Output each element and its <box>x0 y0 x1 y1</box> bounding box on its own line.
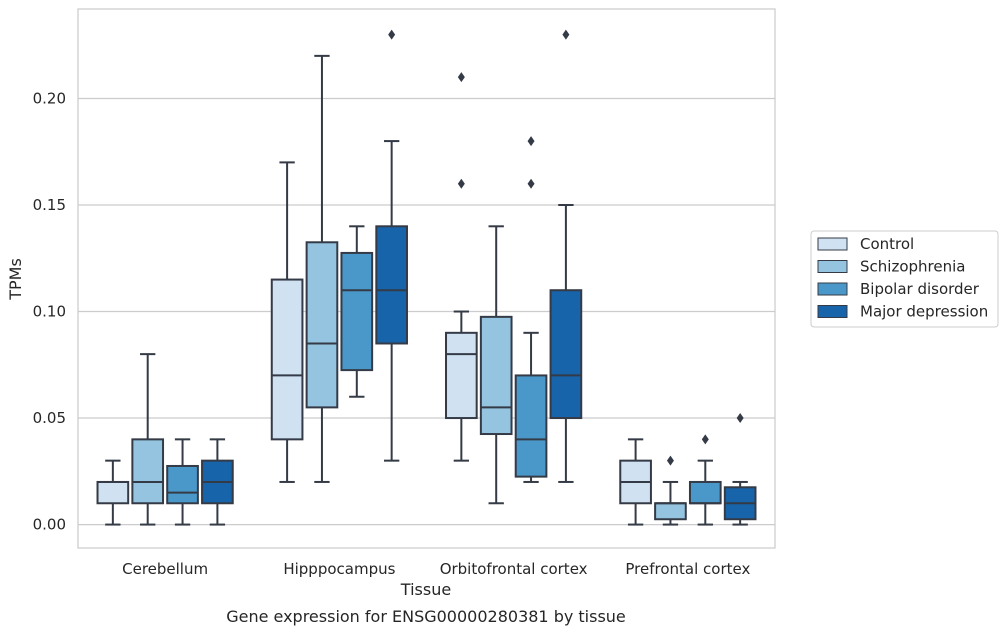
legend-swatch <box>817 260 848 273</box>
box <box>96 480 130 505</box>
box-group <box>375 29 408 462</box>
y-tick-label: 0.00 <box>33 516 66 534</box>
y-tick-labels: 0.00 0.05 0.10 0.15 0.20 <box>33 89 66 533</box>
outlier-point <box>457 178 465 189</box>
plot-frame <box>77 8 776 549</box>
legend-swatch <box>817 237 848 251</box>
box-group <box>131 353 165 526</box>
box-group <box>201 438 234 526</box>
box-group <box>270 161 304 483</box>
box-group <box>549 29 583 483</box>
box-group <box>723 413 757 526</box>
x-tick-labels: Cerebellum Hipppocampus Orbitofrontal cort… <box>122 560 750 578</box>
box <box>166 464 199 505</box>
legend-swatch <box>817 305 848 318</box>
outlier-point <box>527 178 535 189</box>
y-tick-label: 0.15 <box>33 196 66 214</box>
box <box>131 438 165 505</box>
legend-label: Bipolar disorder <box>860 280 980 298</box>
series-major-depression <box>201 29 757 526</box>
outlier-point <box>701 434 709 445</box>
box <box>375 225 408 345</box>
y-axis-label: TPMs <box>6 258 25 301</box>
series-bipolar-disorder <box>166 136 722 526</box>
y-tick-label: 0.10 <box>33 303 66 321</box>
box-group <box>654 455 687 526</box>
x-tick-label: Hipppocampus <box>283 560 395 578</box>
x-axis-label: Tissue <box>400 580 451 599</box>
legend-label: Control <box>860 235 914 253</box>
box-group <box>96 459 130 526</box>
box-group <box>305 54 339 483</box>
legend-label: Major depression <box>860 303 988 321</box>
series-control <box>96 72 652 526</box>
x-tick-label: Cerebellum <box>122 560 208 578</box>
box <box>549 289 583 420</box>
legend-swatch <box>817 282 848 296</box>
grid-lines <box>78 97 775 526</box>
x-tick-label: Orbitofrontal cortex <box>440 560 588 578</box>
box <box>654 502 687 521</box>
legend-label: Schizophrenia <box>860 258 965 276</box>
box <box>688 480 722 505</box>
outlier-point <box>666 455 674 466</box>
outlier-point <box>457 72 465 83</box>
box <box>514 374 548 478</box>
y-tick-label: 0.05 <box>33 409 66 427</box>
outlier-point <box>527 136 535 147</box>
y-tick-label: 0.20 <box>33 89 66 107</box>
box-group <box>340 225 374 398</box>
box-group <box>445 72 478 462</box>
outlier-point <box>736 413 744 424</box>
box-group <box>166 438 199 526</box>
legend-frame <box>810 230 999 328</box>
box-group <box>514 136 548 483</box>
box-groups <box>96 29 757 526</box>
box-group <box>688 434 722 526</box>
box <box>340 251 374 372</box>
box <box>445 331 478 420</box>
box-group <box>619 438 652 526</box>
chart-title: Gene expression for ENSG00000280381 by t… <box>226 607 626 626</box>
outlier-point <box>388 29 396 40</box>
series-schizophrenia <box>131 54 687 526</box>
box <box>479 315 513 436</box>
box <box>305 241 339 409</box>
box <box>270 278 304 441</box>
box-group <box>479 225 513 505</box>
outlier-point <box>562 29 570 40</box>
legend: Control Schizophrenia Bipolar disorder Majo… <box>810 230 999 328</box>
x-tick-label: Prefrontal cortex <box>625 560 750 578</box>
